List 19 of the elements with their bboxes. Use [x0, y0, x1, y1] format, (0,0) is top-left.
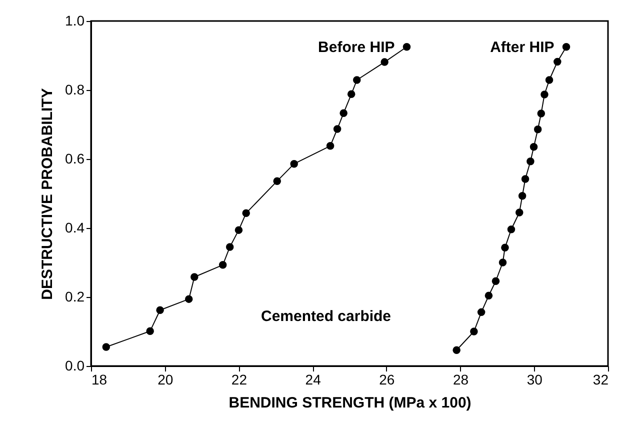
x-axis-title: BENDING STRENGTH (MPa x 100)	[228, 394, 472, 412]
x-tick-label: 32	[592, 372, 609, 388]
y-tick-label: 0.8	[65, 82, 85, 98]
x-tick-label: 26	[379, 372, 395, 388]
y-tick-label: 0.0	[65, 358, 85, 374]
x-tick-label: 28	[452, 372, 469, 388]
x-tick-label: 20	[158, 372, 174, 388]
x-tick-label: 24	[305, 372, 322, 388]
x-tick-label: 18	[92, 372, 108, 388]
series-label: After HIP	[490, 38, 554, 56]
x-tick-label: 22	[231, 372, 248, 388]
x-tick-label: 30	[526, 372, 543, 388]
series-label: Before HIP	[318, 38, 395, 56]
y-tick-label: 0.4	[65, 220, 85, 236]
y-axis-title: DESTRUCTIVE PROBABILITY	[39, 88, 56, 300]
annotation: Cemented carbide	[260, 308, 392, 325]
y-tick-label: 1.0	[65, 12, 85, 28]
y-tick-label: 0.6	[65, 150, 85, 166]
y-tick-label: 0.2	[65, 288, 85, 304]
